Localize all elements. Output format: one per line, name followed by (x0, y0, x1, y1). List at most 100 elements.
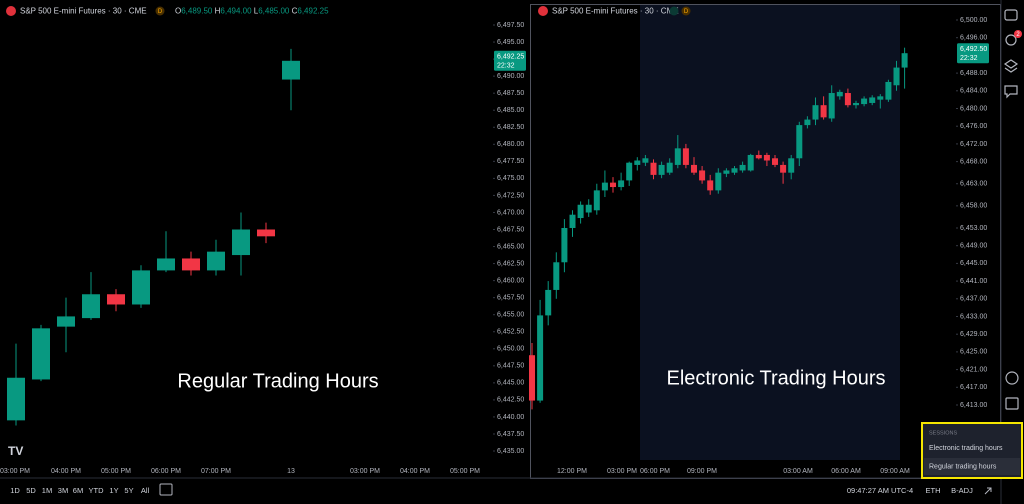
x-tick-label: 06:00 PM (640, 468, 670, 475)
alert-badge: 2 (1016, 32, 1020, 38)
candle-body (731, 168, 738, 173)
y-tick-label: 6,417.00 (960, 384, 987, 391)
candle-body (610, 182, 616, 188)
x-tick-label: 03:00 PM (0, 468, 30, 475)
candle-body (893, 67, 900, 86)
price-label: 6,492.50 (960, 46, 987, 53)
candle-body (57, 316, 75, 327)
menu-option[interactable]: Regular trading hours (929, 463, 997, 470)
candle-body (853, 102, 859, 106)
ohlc-key: L (254, 7, 259, 16)
candle-body (869, 97, 876, 103)
x-tick-label: 09:00 AM (880, 468, 910, 475)
price-label-box (957, 43, 989, 64)
y-tick-label: 6,468.00 (960, 158, 987, 165)
range-button[interactable]: 1Y (109, 486, 118, 495)
y-tick-label: 6,435.00 (497, 448, 524, 455)
y-tick-label: 6,457.50 (497, 295, 524, 302)
range-button[interactable]: YTD (89, 486, 105, 495)
menu-option[interactable]: Electronic trading hours (929, 445, 1003, 452)
layers-icon[interactable] (1003, 59, 1019, 73)
y-tick-label: 6,445.00 (497, 380, 524, 387)
menu-option-selected-bg[interactable] (924, 458, 1020, 475)
y-tick-label: 6,441.00 (960, 278, 987, 285)
y-tick-label: 6,497.50 (497, 22, 524, 29)
right-toolbar (1003, 9, 1019, 410)
y-tick-label: 6,467.50 (497, 226, 524, 233)
ohlc-value: 6,485.00 (258, 7, 290, 16)
alerts-icon[interactable] (1005, 34, 1017, 46)
y-tick-label: 6,490.00 (497, 73, 524, 80)
range-button[interactable]: 3M (58, 486, 68, 495)
badge: D (158, 9, 163, 15)
range-button[interactable]: 6M (73, 486, 83, 495)
ohlc-value: 6,494.00 (220, 7, 252, 16)
menu-option-bg[interactable] (924, 440, 1020, 456)
x-tick-label: 12:00 PM (557, 468, 587, 475)
y-tick-label: 6,488.00 (960, 70, 987, 77)
candle-body (601, 182, 608, 191)
candle-body (739, 164, 746, 171)
session-shade (640, 5, 900, 460)
candle-body (32, 328, 50, 380)
candle-body (877, 96, 884, 100)
candle-body (788, 158, 795, 173)
candle-body (157, 258, 175, 271)
y-tick-label: 6,429.00 (960, 331, 987, 338)
session-button[interactable]: ETH (926, 486, 941, 495)
candle-body (885, 81, 892, 100)
x-tick-label: 04:00 PM (51, 468, 81, 475)
y-tick-label: 6,496.00 (960, 35, 987, 42)
x-tick-label: 05:00 PM (450, 468, 480, 475)
candle-body (553, 262, 560, 290)
candle-body (561, 227, 568, 263)
range-button[interactable]: 1D (10, 486, 20, 495)
adjust-button[interactable]: B-ADJ (951, 486, 973, 495)
range-button[interactable]: All (141, 486, 150, 495)
candle-body (7, 377, 25, 421)
left-header: S&P 500 E-mini Futures · 30 · CME D O6,4… (6, 6, 329, 16)
candle-body (755, 154, 762, 159)
calendar-icon[interactable] (1005, 397, 1019, 410)
candle-body (593, 190, 600, 211)
candle-body (650, 162, 657, 175)
y-tick-label: 6,447.50 (497, 363, 524, 370)
x-tick-label: 07:00 PM (201, 468, 231, 475)
fullscreen-icon[interactable] (984, 487, 992, 495)
symbol[interactable]: S&P 500 E-mini Futures · 30 · CME (552, 7, 679, 16)
ohlc-key: C (292, 7, 298, 16)
candle-body (836, 91, 843, 97)
watchlist-icon[interactable] (1004, 9, 1018, 21)
y-tick-label: 6,462.50 (497, 260, 524, 267)
y-tick-label: 6,472.50 (497, 192, 524, 199)
badge-bg (681, 6, 691, 16)
y-tick-label: 6,472.00 (960, 141, 987, 148)
y-tick-label: 6,460.00 (497, 277, 524, 284)
candle-body (699, 170, 706, 181)
range-button[interactable]: 1M (42, 486, 52, 495)
x-tick-label: 03:00 PM (607, 468, 637, 475)
candle-body (107, 294, 125, 305)
y-tick-label: 6,421.00 (960, 366, 987, 373)
badge: D (684, 9, 689, 15)
y-tick-label: 6,425.00 (960, 349, 987, 356)
y-tick-label: 6,480.00 (960, 105, 987, 112)
target-icon[interactable] (1005, 371, 1019, 385)
date-range-icon[interactable] (159, 483, 173, 496)
sessions-menu: SESSIONS Electronic trading hours Regula… (921, 422, 1023, 479)
range-button[interactable]: 5Y (124, 486, 133, 495)
range-button[interactable]: 5D (26, 486, 36, 495)
candle-body (569, 214, 576, 228)
candle-body (674, 148, 681, 165)
symbol[interactable]: S&P 500 E-mini Futures · 30 · CME (20, 7, 147, 16)
chat-icon[interactable] (1004, 85, 1018, 99)
y-tick-label: 6,475.00 (497, 175, 524, 182)
candle-body (747, 154, 754, 171)
candle-body (257, 229, 275, 237)
y-tick-label: 6,440.00 (497, 414, 524, 421)
x-tick-label: 03:00 PM (350, 468, 380, 475)
candle-body (828, 93, 835, 119)
y-tick-label: 6,413.00 (960, 402, 987, 409)
y-tick-label: 6,470.00 (497, 209, 524, 216)
ohlc-value: 6,489.50 (181, 7, 213, 16)
